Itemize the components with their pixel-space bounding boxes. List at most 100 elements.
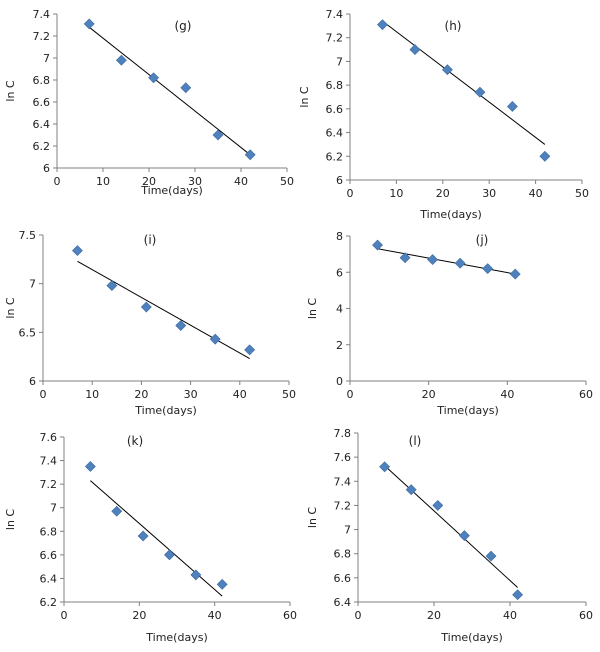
y-tick-label: 6.8 (326, 79, 344, 92)
data-point (539, 150, 551, 162)
x-tick-label: 0 (54, 175, 61, 188)
x-tick-label: 0 (347, 388, 354, 401)
x-tick-label: 60 (283, 609, 297, 622)
panel-label: (l) (409, 434, 422, 448)
x-axis-title: Time(days) (419, 208, 481, 221)
data-point (209, 333, 221, 345)
chart-panel-5: 6.4 6.6 6.8 7 7.2 7.4 7.6 7.8 0 20 40 60 Time(days) l… (306, 427, 593, 644)
y-tick-label: 7.4 (334, 475, 352, 488)
y-tick-label: 6.6 (326, 103, 344, 116)
y-tick-label: 7.4 (40, 455, 58, 468)
x-axis-title: Time(days) (134, 404, 196, 417)
data-point (212, 129, 224, 141)
x-axis-title: Time(days) (145, 631, 207, 644)
x-tick-label: 60 (579, 388, 593, 401)
y-tick-label: 7.6 (40, 431, 58, 444)
x-tick-label: 50 (575, 187, 589, 200)
data-point (442, 64, 453, 76)
data-point (164, 549, 175, 561)
x-axis-title: Time(days) (140, 184, 202, 197)
data-point (474, 86, 486, 98)
data-point (137, 530, 149, 542)
x-tick-label: 20 (422, 388, 436, 401)
x-tick-label: 10 (389, 187, 403, 200)
data-point (509, 268, 521, 280)
y-tick-label: 7 (50, 502, 57, 515)
y-tick-label: 7.5 (19, 229, 37, 242)
y-tick-label: 7 (29, 278, 36, 291)
x-tick-label: 0 (40, 388, 47, 401)
data-point (485, 550, 497, 562)
trendline (77, 260, 250, 360)
trendline (377, 248, 516, 275)
x-tick-label: 20 (132, 609, 146, 622)
data-point (83, 18, 95, 30)
x-tick-label: 0 (61, 609, 68, 622)
x-tick-label: 40 (233, 388, 247, 401)
data-point (72, 245, 83, 256)
y-tick-label: 7.2 (33, 30, 51, 43)
y-tick-label: 6.4 (334, 596, 352, 609)
y-tick-label: 6.4 (40, 572, 58, 585)
data-point (115, 54, 127, 66)
y-tick-label: 2 (336, 339, 343, 352)
panel-label: (j) (476, 233, 489, 247)
data-point (372, 239, 383, 251)
x-tick-label: 60 (579, 609, 593, 622)
data-point (190, 569, 202, 581)
y-tick-label: 7 (336, 55, 343, 68)
y-tick-label: 7.4 (33, 8, 51, 21)
y-tick-label: 6.2 (40, 596, 58, 609)
y-axis-title: ln C (4, 80, 17, 102)
y-tick-label: 7.6 (334, 451, 352, 464)
y-tick-label: 6.8 (33, 74, 51, 87)
y-tick-label: 7.8 (334, 427, 352, 440)
x-tick-label: 40 (234, 175, 248, 188)
data-point (106, 280, 118, 292)
y-tick-label: 6.6 (33, 96, 51, 109)
y-tick-label: 8 (336, 230, 343, 243)
panel-label: (g) (175, 19, 192, 33)
x-tick-label: 40 (503, 609, 517, 622)
x-axis-title: Time(days) (440, 631, 502, 644)
x-tick-label: 10 (96, 175, 110, 188)
y-tick-label: 7 (344, 524, 351, 537)
data-point (432, 500, 444, 511)
data-point (405, 484, 417, 496)
y-tick-label: 6.8 (334, 548, 352, 561)
y-tick-label: 6.6 (334, 572, 352, 585)
trendline (90, 480, 223, 597)
data-point (216, 578, 228, 590)
data-point (399, 252, 411, 264)
y-tick-label: 6.5 (19, 326, 37, 339)
data-point (377, 19, 388, 31)
y-tick-label: 4 (336, 303, 343, 316)
chart-panel-2: 6 6.5 7 7.5 0 10 20 30 40 50 Time(days) ln C (i) (4, 229, 296, 417)
y-axis-title: ln C (298, 86, 311, 108)
chart-panel-1: 6 6.2 6.4 6.6 6.8 7 7.2 7.4 0 10 20 30 40 50 Time(days… (298, 8, 589, 221)
data-point (140, 301, 152, 313)
x-tick-label: 20 (134, 388, 148, 401)
x-tick-label: 0 (347, 187, 354, 200)
data-point (409, 44, 421, 55)
y-tick-label: 6 (336, 266, 343, 279)
data-point (244, 149, 256, 161)
data-point (506, 101, 518, 112)
panel-label: (k) (127, 434, 143, 448)
y-tick-label: 7 (43, 52, 50, 65)
y-tick-label: 6.8 (40, 525, 58, 538)
data-point (454, 257, 466, 269)
y-tick-label: 6.4 (326, 127, 344, 140)
y-tick-label: 7.2 (40, 478, 58, 491)
x-tick-label: 40 (208, 609, 222, 622)
trendline (382, 20, 546, 145)
x-tick-label: 40 (500, 388, 514, 401)
data-point (427, 254, 439, 265)
data-point (84, 461, 96, 472)
panel-label: (h) (445, 19, 462, 33)
y-tick-label: 0 (336, 375, 343, 388)
y-tick-label: 7.2 (334, 499, 352, 512)
x-tick-label: 30 (482, 187, 496, 200)
y-axis-title: ln C (306, 507, 319, 529)
x-tick-label: 0 (355, 609, 362, 622)
